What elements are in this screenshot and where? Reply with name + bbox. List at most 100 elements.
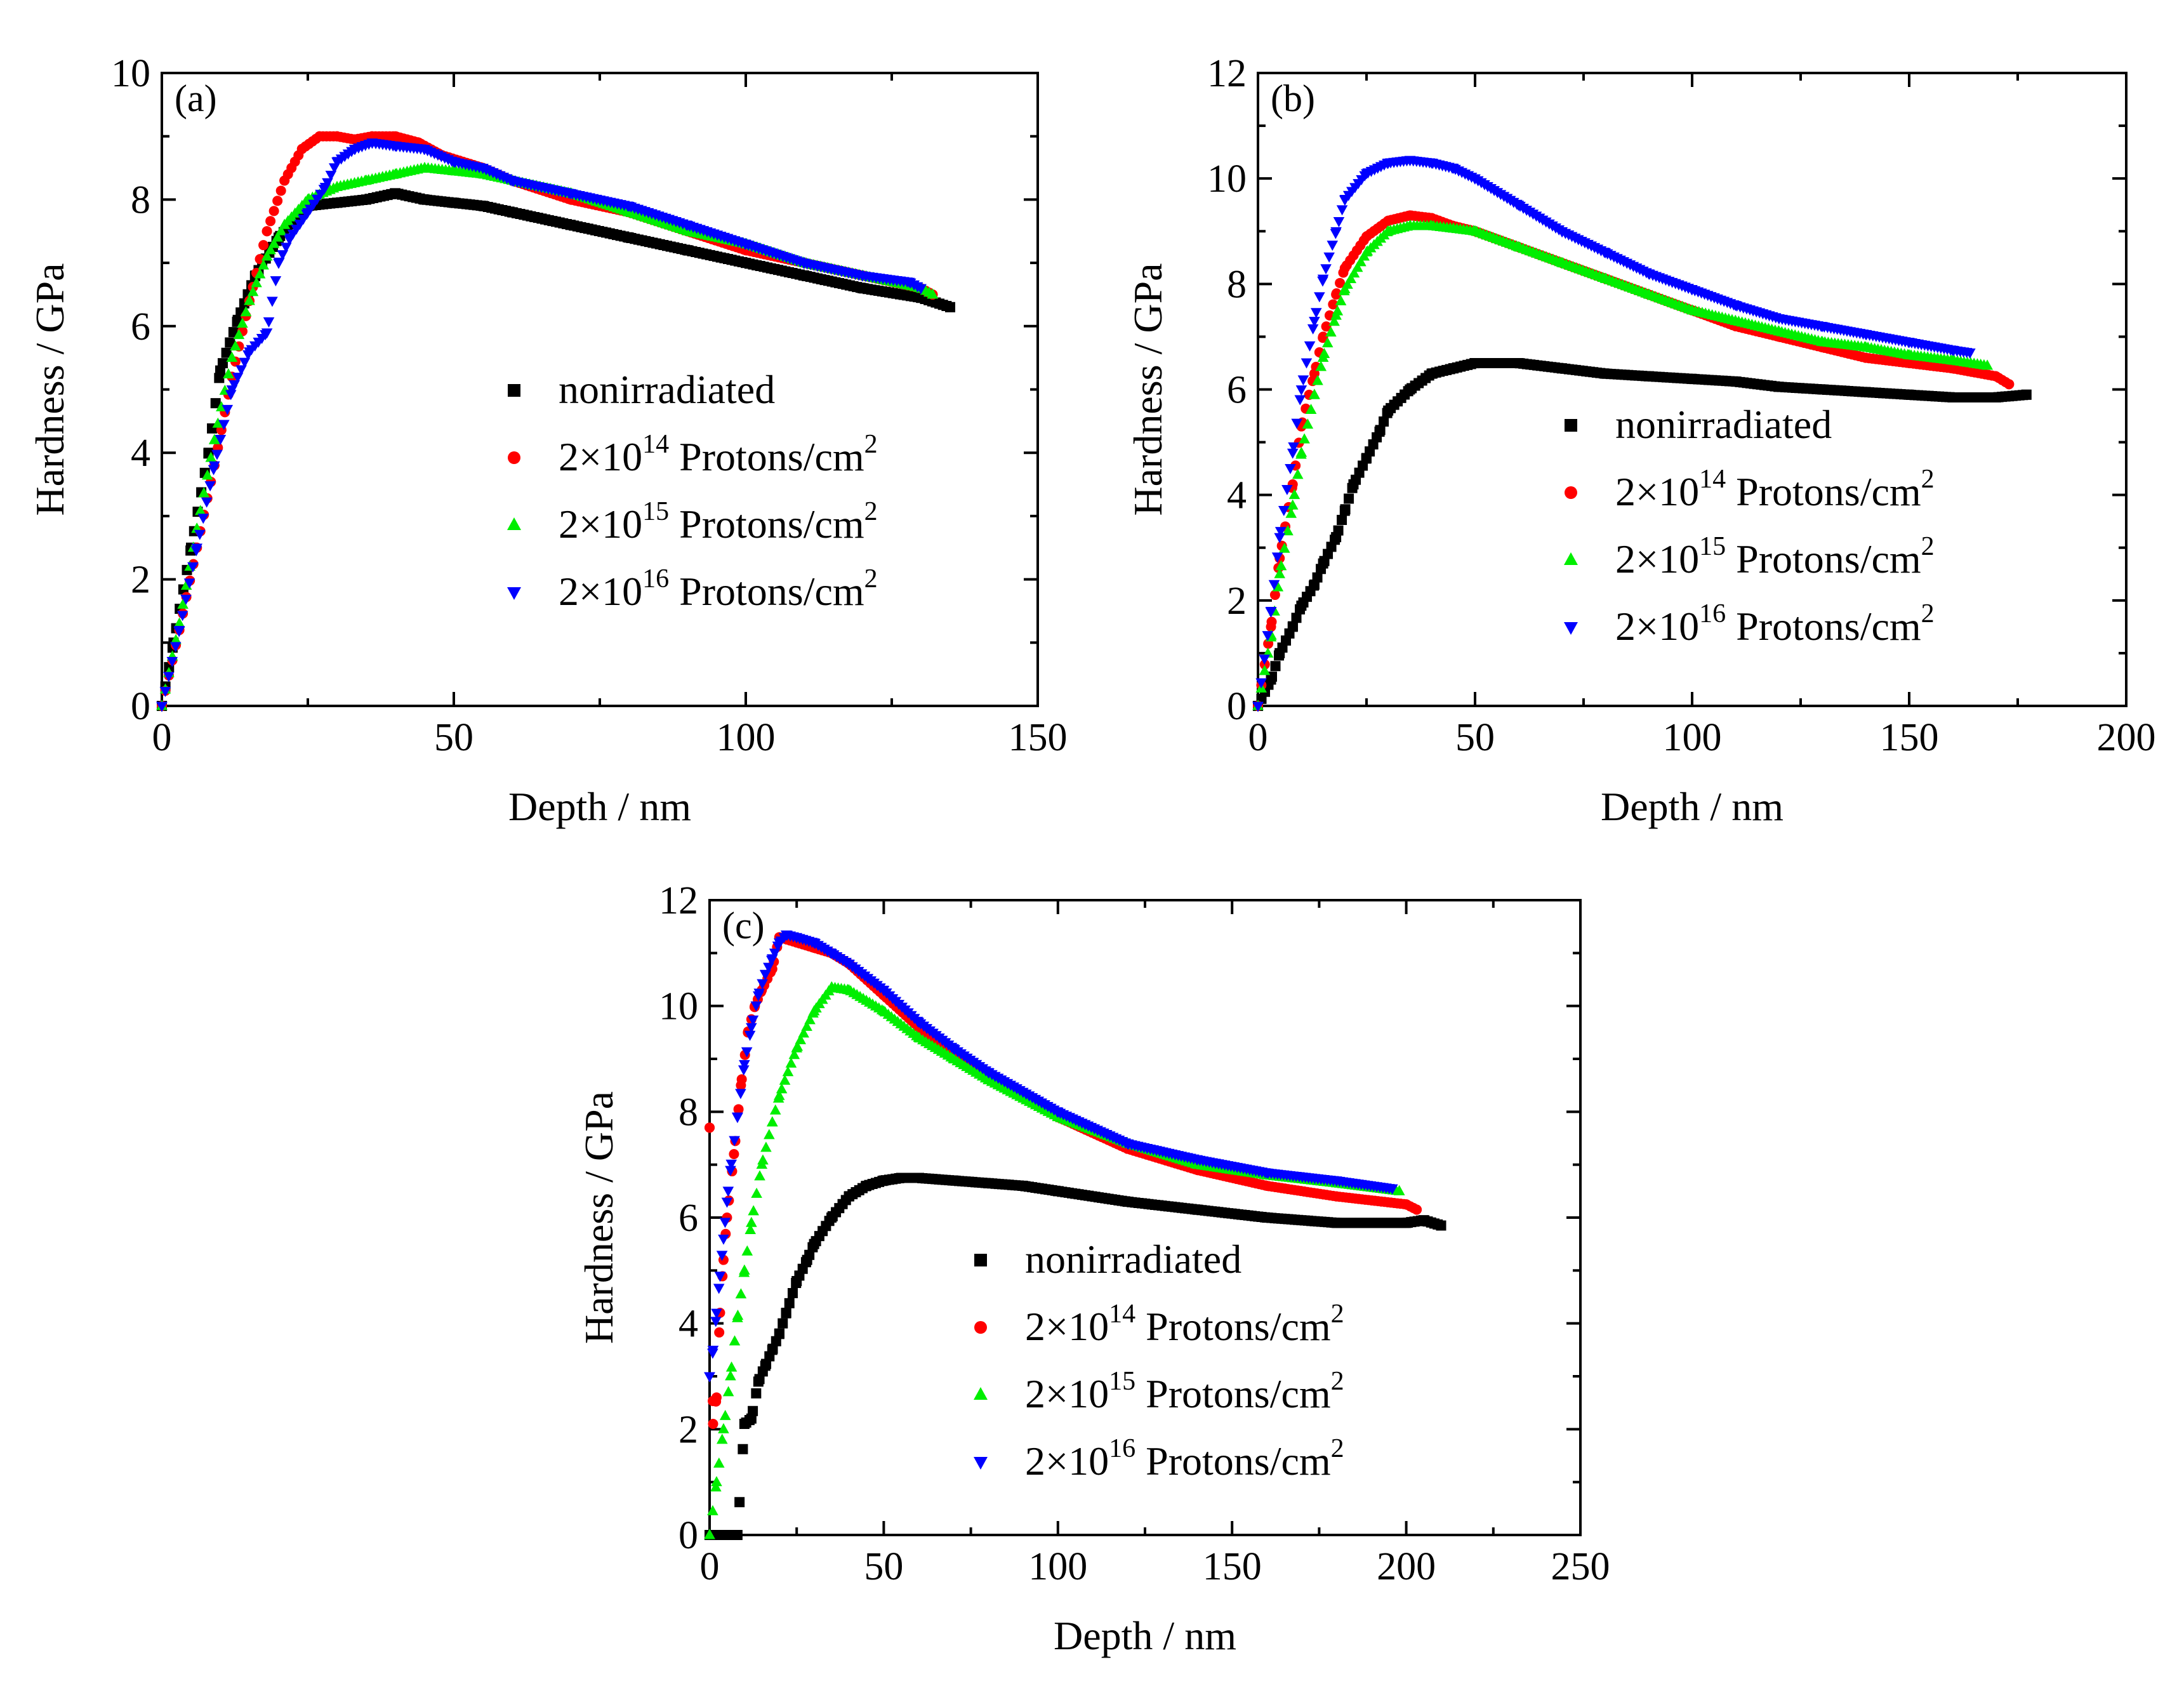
data-point: [1272, 581, 1284, 592]
data-point: [843, 959, 855, 970]
data-point: [1817, 336, 1828, 347]
data-point: [1643, 371, 1654, 382]
legend-marker: [507, 587, 521, 600]
legend-marker: [974, 1387, 988, 1400]
data-point: [1317, 352, 1329, 362]
data-point: [261, 250, 273, 261]
data-point: [225, 337, 235, 348]
data-point: [205, 451, 217, 462]
series-2: [1252, 220, 1993, 710]
chart-panel-2: 0 50 100 150 200 0 2 4 6 8 10 12 Depth / nm Hardness …: [1125, 52, 2156, 829]
data-point: [1419, 1215, 1429, 1226]
data-point: [251, 277, 262, 288]
data-point: [779, 1074, 791, 1085]
data-point: [707, 1345, 719, 1356]
y-tick-label: 10: [1207, 157, 1247, 201]
legend-label: 2×1016 Protons/cm2: [1025, 1434, 1344, 1484]
x-tick-label: 50: [434, 716, 473, 759]
data-point: [1773, 325, 1785, 336]
data-point: [1374, 426, 1385, 437]
data-point: [1382, 158, 1394, 169]
data-point: [915, 284, 927, 295]
data-point: [2004, 379, 2015, 390]
data-point: [1904, 357, 1914, 368]
data-point: [1325, 326, 1337, 337]
data-point: [729, 1136, 740, 1146]
data-point: [448, 164, 460, 175]
data-point: [1947, 354, 1959, 365]
data-point: [1261, 1168, 1273, 1179]
data-point: [1344, 493, 1354, 504]
x-tick-label: 0: [1248, 716, 1268, 759]
data-point: [741, 1047, 753, 1058]
data-point: [1052, 1107, 1064, 1118]
legend-marker: [507, 517, 521, 530]
data-point: [843, 984, 855, 995]
data-point: [1426, 368, 1437, 379]
data-point: [1191, 1155, 1203, 1166]
y-tick-label: 10: [111, 52, 150, 95]
series-3: [704, 930, 1398, 1383]
data-point: [258, 240, 269, 251]
data-point: [1345, 272, 1357, 283]
data-point: [1382, 225, 1394, 236]
data-point: [948, 1053, 959, 1063]
data-point: [1947, 363, 1958, 374]
data-point: [273, 258, 284, 269]
data-point: [1300, 358, 1313, 369]
data-point: [1192, 1204, 1203, 1215]
data-point: [1323, 252, 1335, 263]
data-point: [751, 1187, 762, 1198]
data-point: [738, 1444, 748, 1454]
data-point: [1492, 357, 1502, 368]
data-point: [1335, 295, 1347, 305]
legend-marker: [974, 1321, 987, 1334]
data-point: [785, 1057, 797, 1068]
data-point: [732, 1113, 743, 1124]
data-point: [1903, 349, 1915, 359]
data-point: [718, 1234, 729, 1245]
data-point: [361, 194, 371, 205]
data-point: [1269, 590, 1280, 601]
data-point: [1860, 387, 1871, 397]
data-point: [261, 226, 272, 237]
data-point: [748, 1205, 759, 1216]
data-point: [1405, 384, 1415, 395]
data-point: [1556, 227, 1568, 237]
data-point: [795, 1033, 807, 1044]
data-point: [1302, 418, 1314, 429]
x-tick-label: 200: [1377, 1545, 1436, 1588]
data-point: [211, 449, 223, 460]
data-point: [1512, 241, 1525, 251]
data-point: [719, 1218, 731, 1228]
data-point: [787, 1287, 798, 1298]
data-point: [1470, 357, 1480, 368]
data-point: [746, 1413, 757, 1424]
data-point: [265, 244, 276, 255]
data-point: [1282, 525, 1294, 536]
data-point: [747, 1015, 759, 1026]
data-point: [1330, 309, 1342, 320]
data-point: [1383, 215, 1394, 226]
data-point: [760, 1141, 772, 1152]
data-point: [1964, 348, 1976, 359]
data-point: [1448, 164, 1459, 175]
data-point: [1982, 359, 1993, 370]
data-point: [707, 1505, 718, 1515]
legend-marker: [508, 451, 520, 464]
data-point: [719, 1409, 731, 1420]
data-point: [766, 954, 778, 965]
data-point: [507, 207, 517, 218]
data-point: [270, 276, 282, 287]
data-point: [1426, 158, 1438, 169]
data-point: [222, 404, 234, 415]
data-point: [945, 302, 955, 312]
data-point: [1294, 395, 1306, 406]
data-point: [230, 340, 241, 351]
data-point: [739, 1060, 750, 1070]
data-point: [225, 390, 237, 401]
data-point: [861, 1181, 871, 1191]
data-point: [1687, 373, 1697, 384]
data-point: [319, 183, 331, 194]
data-point: [1296, 601, 1307, 611]
